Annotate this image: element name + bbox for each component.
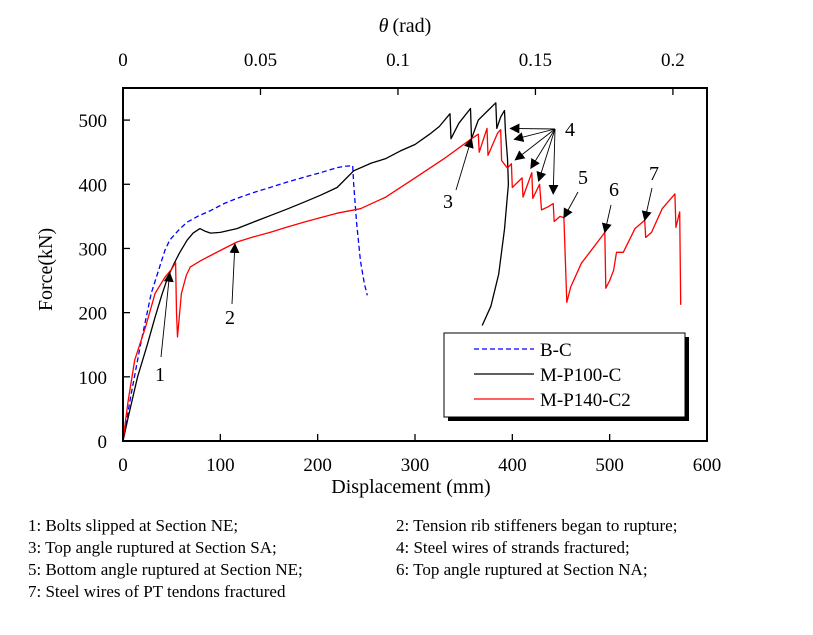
note-7: 7: Steel wires of PT tendons fractured (28, 582, 286, 601)
x-tick-label: 400 (498, 455, 527, 476)
x-tick-label: 0 (118, 455, 128, 476)
annotation-arrow-1 (160, 271, 174, 358)
annotation-arrow-4 (514, 128, 556, 161)
top-x-tick-label: 0 (118, 50, 128, 71)
y-tick-label: 0 (98, 432, 108, 453)
y-tick-label: 100 (79, 368, 108, 389)
annotation-arrow-7 (641, 187, 653, 222)
notes-row: 1: Bolts slipped at Section NE; 2: Tensi… (28, 515, 677, 537)
annotation-arrow-4 (530, 128, 556, 170)
annotation-arrow-4 (536, 128, 556, 183)
top-x-tick-label: 0.2 (661, 50, 685, 71)
series-line-m-p140-c2 (123, 127, 682, 441)
annotation-layer: 1 2 3 4 56 7 (155, 119, 659, 386)
legend-label-m-p100-c: M-P100-C (540, 365, 621, 386)
annotation-arrow-3 (455, 137, 474, 191)
notes-row: 7: Steel wires of PT tendons fractured (28, 581, 677, 603)
annotation-arrow-2 (229, 242, 240, 305)
top-axis-title: θ (rad) (379, 15, 432, 37)
series-layer (123, 102, 682, 441)
force-displacement-chart: 1 2 3 4 56 7 0 100 200 300 400 500 600 0 100 200 300 400… (35, 15, 721, 498)
annotation-label-4: 4 (565, 119, 575, 141)
annotation-label-1: 1 (155, 364, 165, 386)
annotation-arrow-4 (548, 128, 559, 195)
y-tick-label: 400 (79, 175, 108, 196)
annotation-label-3: 3 (443, 191, 453, 213)
note-4: 4: Steel wires of strands fractured; (396, 538, 630, 557)
y-tick-label: 300 (79, 239, 108, 260)
x-tick-label: 200 (303, 455, 332, 476)
theta-symbol: θ (379, 15, 389, 37)
y-axis-title: Force(kN) (35, 228, 57, 311)
legend-box (443, 332, 686, 418)
x-tick-label: 600 (693, 455, 722, 476)
x-tick-label: 100 (206, 455, 235, 476)
top-x-tick-label: 0.05 (244, 50, 277, 71)
series-line-m-p100-c (123, 102, 510, 441)
annotation-notes: 1: Bolts slipped at Section NE; 2: Tensi… (28, 515, 677, 603)
notes-row: 3: Top angle ruptured at Section SA; 4: … (28, 537, 677, 559)
x-tick-label: 300 (401, 455, 430, 476)
top-x-tick-label: 0.1 (386, 50, 410, 71)
note-3: 3: Top angle ruptured at Section SA; (28, 538, 277, 557)
y-tick-label: 200 (79, 304, 108, 325)
notes-row: 5: Bottom angle ruptured at Section NE; … (28, 559, 677, 581)
annotation-arrow-4 (509, 123, 556, 134)
legend-label-m-p140-c2: M-P140-C2 (540, 390, 631, 411)
x-tick-label: 500 (595, 455, 624, 476)
legend: B-C M-P100-C M-P140-C2 (443, 332, 689, 421)
annotation-label-7: 7 (649, 163, 659, 185)
legend-label-b-c: B-C (540, 340, 572, 361)
annotation-label-6: 6 (609, 179, 619, 201)
x-axis-title: Displacement (mm) (331, 476, 490, 498)
note-6: 6: Top angle ruptured at Section NA; (396, 560, 648, 579)
axes: 0 100 200 300 400 500 600 0 100 200 300 400 500 0 0.05… (35, 15, 721, 498)
note-2: 2: Tension rib stiffeners began to ruptu… (396, 516, 678, 535)
top-x-tick-label: 0.15 (519, 50, 552, 71)
annotation-label-5: 5 (578, 167, 588, 189)
series-line-b-c (123, 165, 368, 441)
annotation-label-2: 2 (225, 307, 235, 329)
annotation-arrow-6 (601, 204, 612, 234)
note-1: 1: Bolts slipped at Section NE; (28, 516, 239, 535)
annotation-arrow-4 (513, 128, 556, 142)
annotation-arrow-5 (563, 191, 579, 219)
y-tick-label: 500 (79, 111, 108, 132)
note-5: 5: Bottom angle ruptured at Section NE; (28, 560, 303, 579)
theta-unit: (rad) (392, 15, 431, 37)
